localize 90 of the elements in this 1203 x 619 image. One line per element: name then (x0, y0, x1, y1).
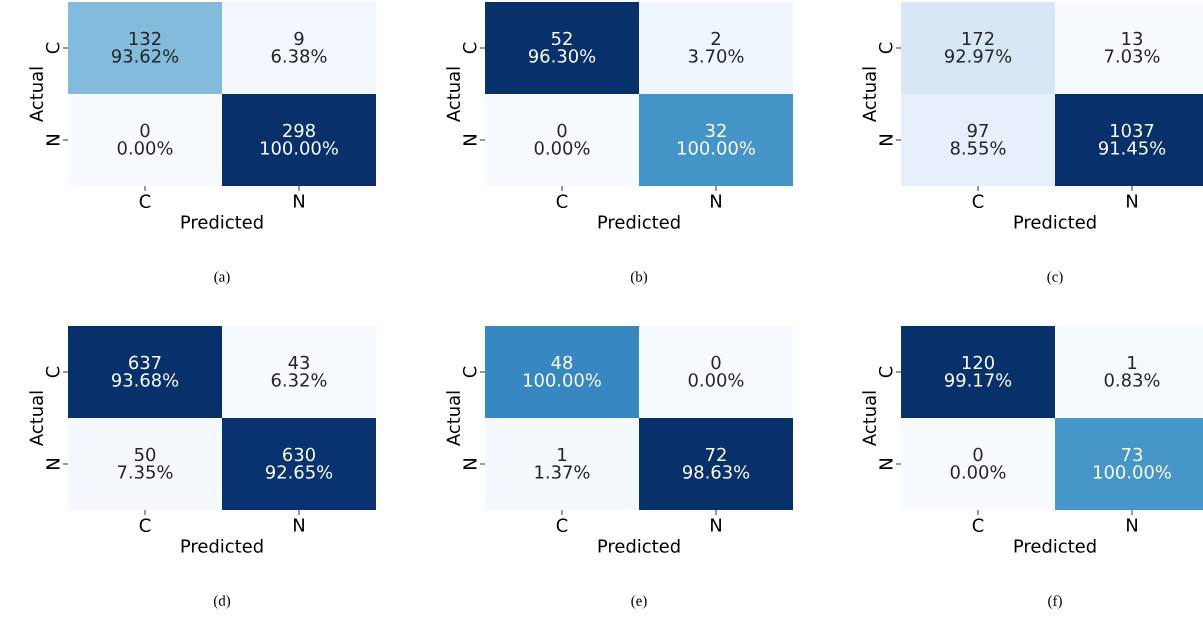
data-label: 298 (283, 123, 315, 138)
y-axis-title: Actual (862, 391, 877, 446)
data-label: 50 (134, 447, 156, 462)
annotation: 91.45% (1098, 141, 1166, 155)
data-label: 52 (551, 31, 572, 46)
data-label: 1 (558, 447, 567, 462)
text: (a) (214, 271, 230, 285)
data-label: 1037 (1111, 123, 1154, 138)
x-axis-title: Predicted (1014, 538, 1096, 553)
text: (d) (213, 595, 231, 609)
data-label: 0 (140, 123, 150, 138)
x-axis-title: Predicted (598, 538, 680, 553)
data-label: 97 (967, 123, 988, 138)
data-label: 120 (962, 355, 994, 370)
y-tick-label: C (878, 42, 893, 54)
x-tick-label: N (711, 194, 721, 208)
x-axis-title: Predicted (1014, 214, 1096, 229)
y-tick-label: N (46, 459, 60, 469)
data-label: 9 (294, 31, 304, 46)
data-label: 2 (711, 31, 720, 45)
x-axis-title: Predicted (181, 538, 263, 553)
annotation: 92.97% (944, 49, 1012, 63)
x-tick-label: C (972, 194, 984, 209)
y-tick-label: N (879, 459, 893, 469)
y-axis-title: Actual (29, 67, 44, 122)
text: (b) (630, 271, 648, 285)
annotation: 0.00% (534, 141, 590, 155)
annotation: 93.62% (111, 49, 179, 63)
annotation: 100.00% (261, 141, 338, 155)
y-tick-label: N (879, 135, 893, 145)
annotation: 1.37% (535, 465, 590, 479)
data-label: 172 (962, 31, 994, 45)
annotation: 0.00% (688, 373, 744, 387)
annotation: 100.00% (1094, 465, 1171, 479)
annotation: 3.70% (688, 49, 744, 63)
x-axis-title: Predicted (598, 214, 680, 229)
annotation: 0.00% (950, 465, 1006, 479)
annotation: 96.30% (528, 49, 596, 63)
y-tick-label: N (463, 459, 477, 469)
x-tick-label: N (294, 518, 304, 532)
y-axis-title: Actual (862, 67, 877, 122)
annotation: 0.00% (117, 141, 173, 155)
x-tick-label: N (1127, 518, 1137, 532)
text: (f) (1048, 595, 1062, 609)
x-tick-label: N (711, 518, 721, 532)
data-label: 1 (1128, 355, 1137, 370)
y-axis-title: Actual (446, 391, 461, 446)
annotation: 100.00% (524, 373, 601, 387)
data-label: 637 (129, 355, 161, 370)
y-tick-label: C (45, 366, 60, 378)
x-tick-label: C (139, 518, 151, 533)
x-tick-label: C (556, 518, 568, 533)
annotation: 6.32% (271, 373, 327, 387)
y-tick-label: C (462, 366, 477, 378)
data-label: 0 (557, 123, 567, 138)
annotation: 100.00% (678, 141, 755, 155)
data-label: 48 (551, 355, 573, 370)
data-label: 32 (705, 123, 726, 138)
x-tick-label: C (139, 194, 151, 209)
annotation: 92.65% (265, 465, 333, 479)
annotation: 7.03% (1105, 49, 1160, 63)
annotation: 99.17% (944, 373, 1012, 387)
annotation: 6.38% (271, 49, 327, 63)
text: (e) (631, 595, 647, 609)
y-tick-label: N (46, 135, 60, 145)
annotation: 93.68% (111, 373, 179, 387)
data-label: 0 (711, 355, 721, 370)
y-axis-title: Actual (446, 67, 461, 122)
x-tick-label: N (1127, 194, 1137, 208)
data-label: 43 (288, 355, 309, 370)
x-axis-title: Predicted (181, 214, 263, 229)
annotation: 7.35% (117, 465, 173, 479)
y-tick-label: C (45, 42, 60, 54)
annotation: 8.55% (950, 141, 1006, 155)
x-tick-label: C (556, 194, 568, 209)
y-tick-label: C (462, 42, 477, 54)
annotation: 0.83% (1104, 373, 1160, 387)
y-axis-title: Actual (29, 391, 44, 446)
data-label: 72 (706, 447, 726, 462)
y-tick-label: N (463, 135, 477, 145)
x-tick-label: C (972, 518, 984, 533)
data-label: 132 (129, 31, 161, 46)
text: (c) (1047, 271, 1063, 285)
x-tick-label: N (294, 194, 304, 208)
data-label: 0 (973, 447, 983, 462)
annotation: 98.63% (682, 465, 750, 479)
data-label: 73 (1122, 447, 1142, 462)
y-tick-label: C (878, 366, 893, 378)
data-label: 630 (283, 447, 315, 462)
data-label: 13 (1122, 31, 1142, 46)
